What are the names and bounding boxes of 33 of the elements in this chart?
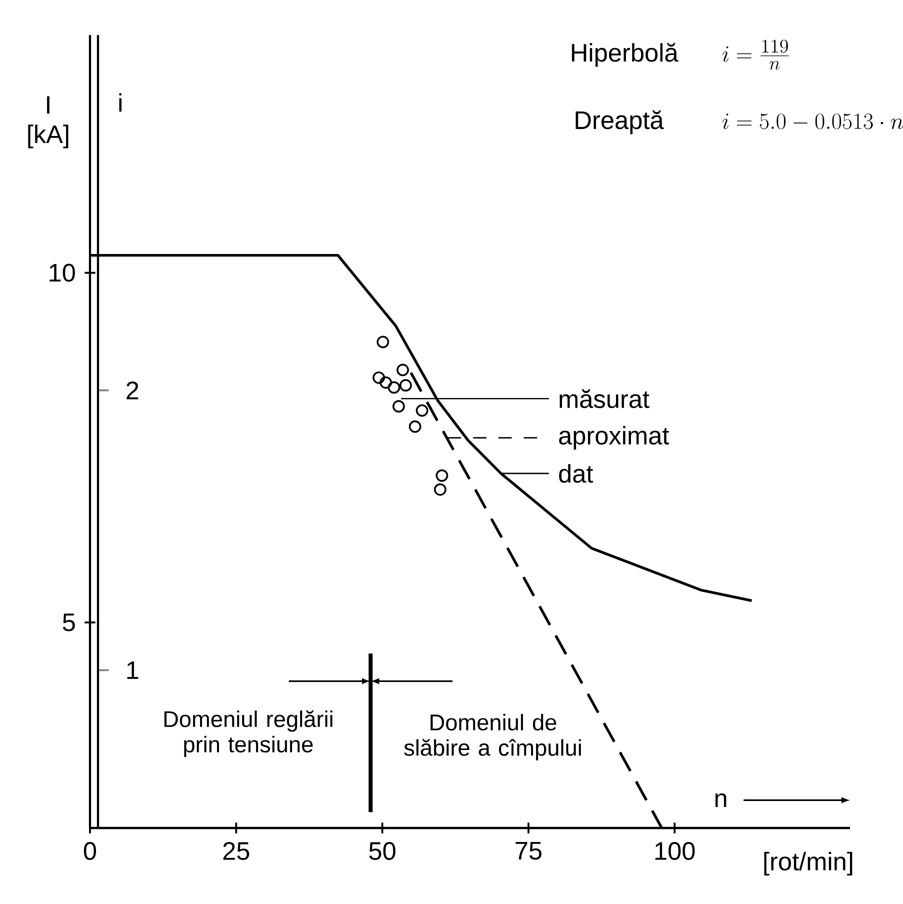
- text: [rot/min]: [764, 852, 852, 876]
- annotation: $i = 5.0 - 0.0513 \cdot n$: [722, 114, 903, 130]
- x-axis-title: n: [715, 793, 726, 808]
- x-tick-label: 25: [223, 842, 250, 860]
- x-tick-label: 50: [369, 842, 396, 860]
- y-axis-title: I [kA]: [28, 96, 68, 148]
- point: [380, 376, 392, 389]
- point: [399, 379, 412, 392]
- x-tick-label: 0: [84, 842, 96, 860]
- text: măsurat: [560, 389, 650, 408]
- x-tick-label: 100: [655, 842, 695, 860]
- point: [388, 381, 400, 394]
- point: [372, 371, 385, 384]
- annotation: Dreaptă: [576, 110, 664, 134]
- y2-tick-label: 1: [127, 661, 138, 679]
- y-tick-label: 10: [50, 264, 75, 282]
- annotation: Domeniul de slăbire a cîmpului: [404, 714, 581, 760]
- point: [436, 469, 448, 482]
- y-tick-label: 5: [62, 614, 75, 632]
- x-tick-label: 75: [516, 842, 542, 860]
- point: [434, 483, 446, 496]
- point: [416, 404, 428, 417]
- legend-label: dat: [559, 464, 594, 483]
- legend-label: aproximat: [559, 426, 670, 450]
- y2-axis-title: i: [119, 93, 122, 112]
- point: [408, 420, 422, 433]
- y2-tick-label: 2: [126, 382, 138, 400]
- point: [396, 364, 409, 376]
- annotation: $i = \frac{119}{n}$: [722, 40, 789, 70]
- point: [392, 400, 405, 413]
- annotation: Hiperbolă: [572, 42, 678, 67]
- annotation: Domeniul reglării prin tensiune: [164, 710, 332, 757]
- point: [376, 336, 390, 348]
